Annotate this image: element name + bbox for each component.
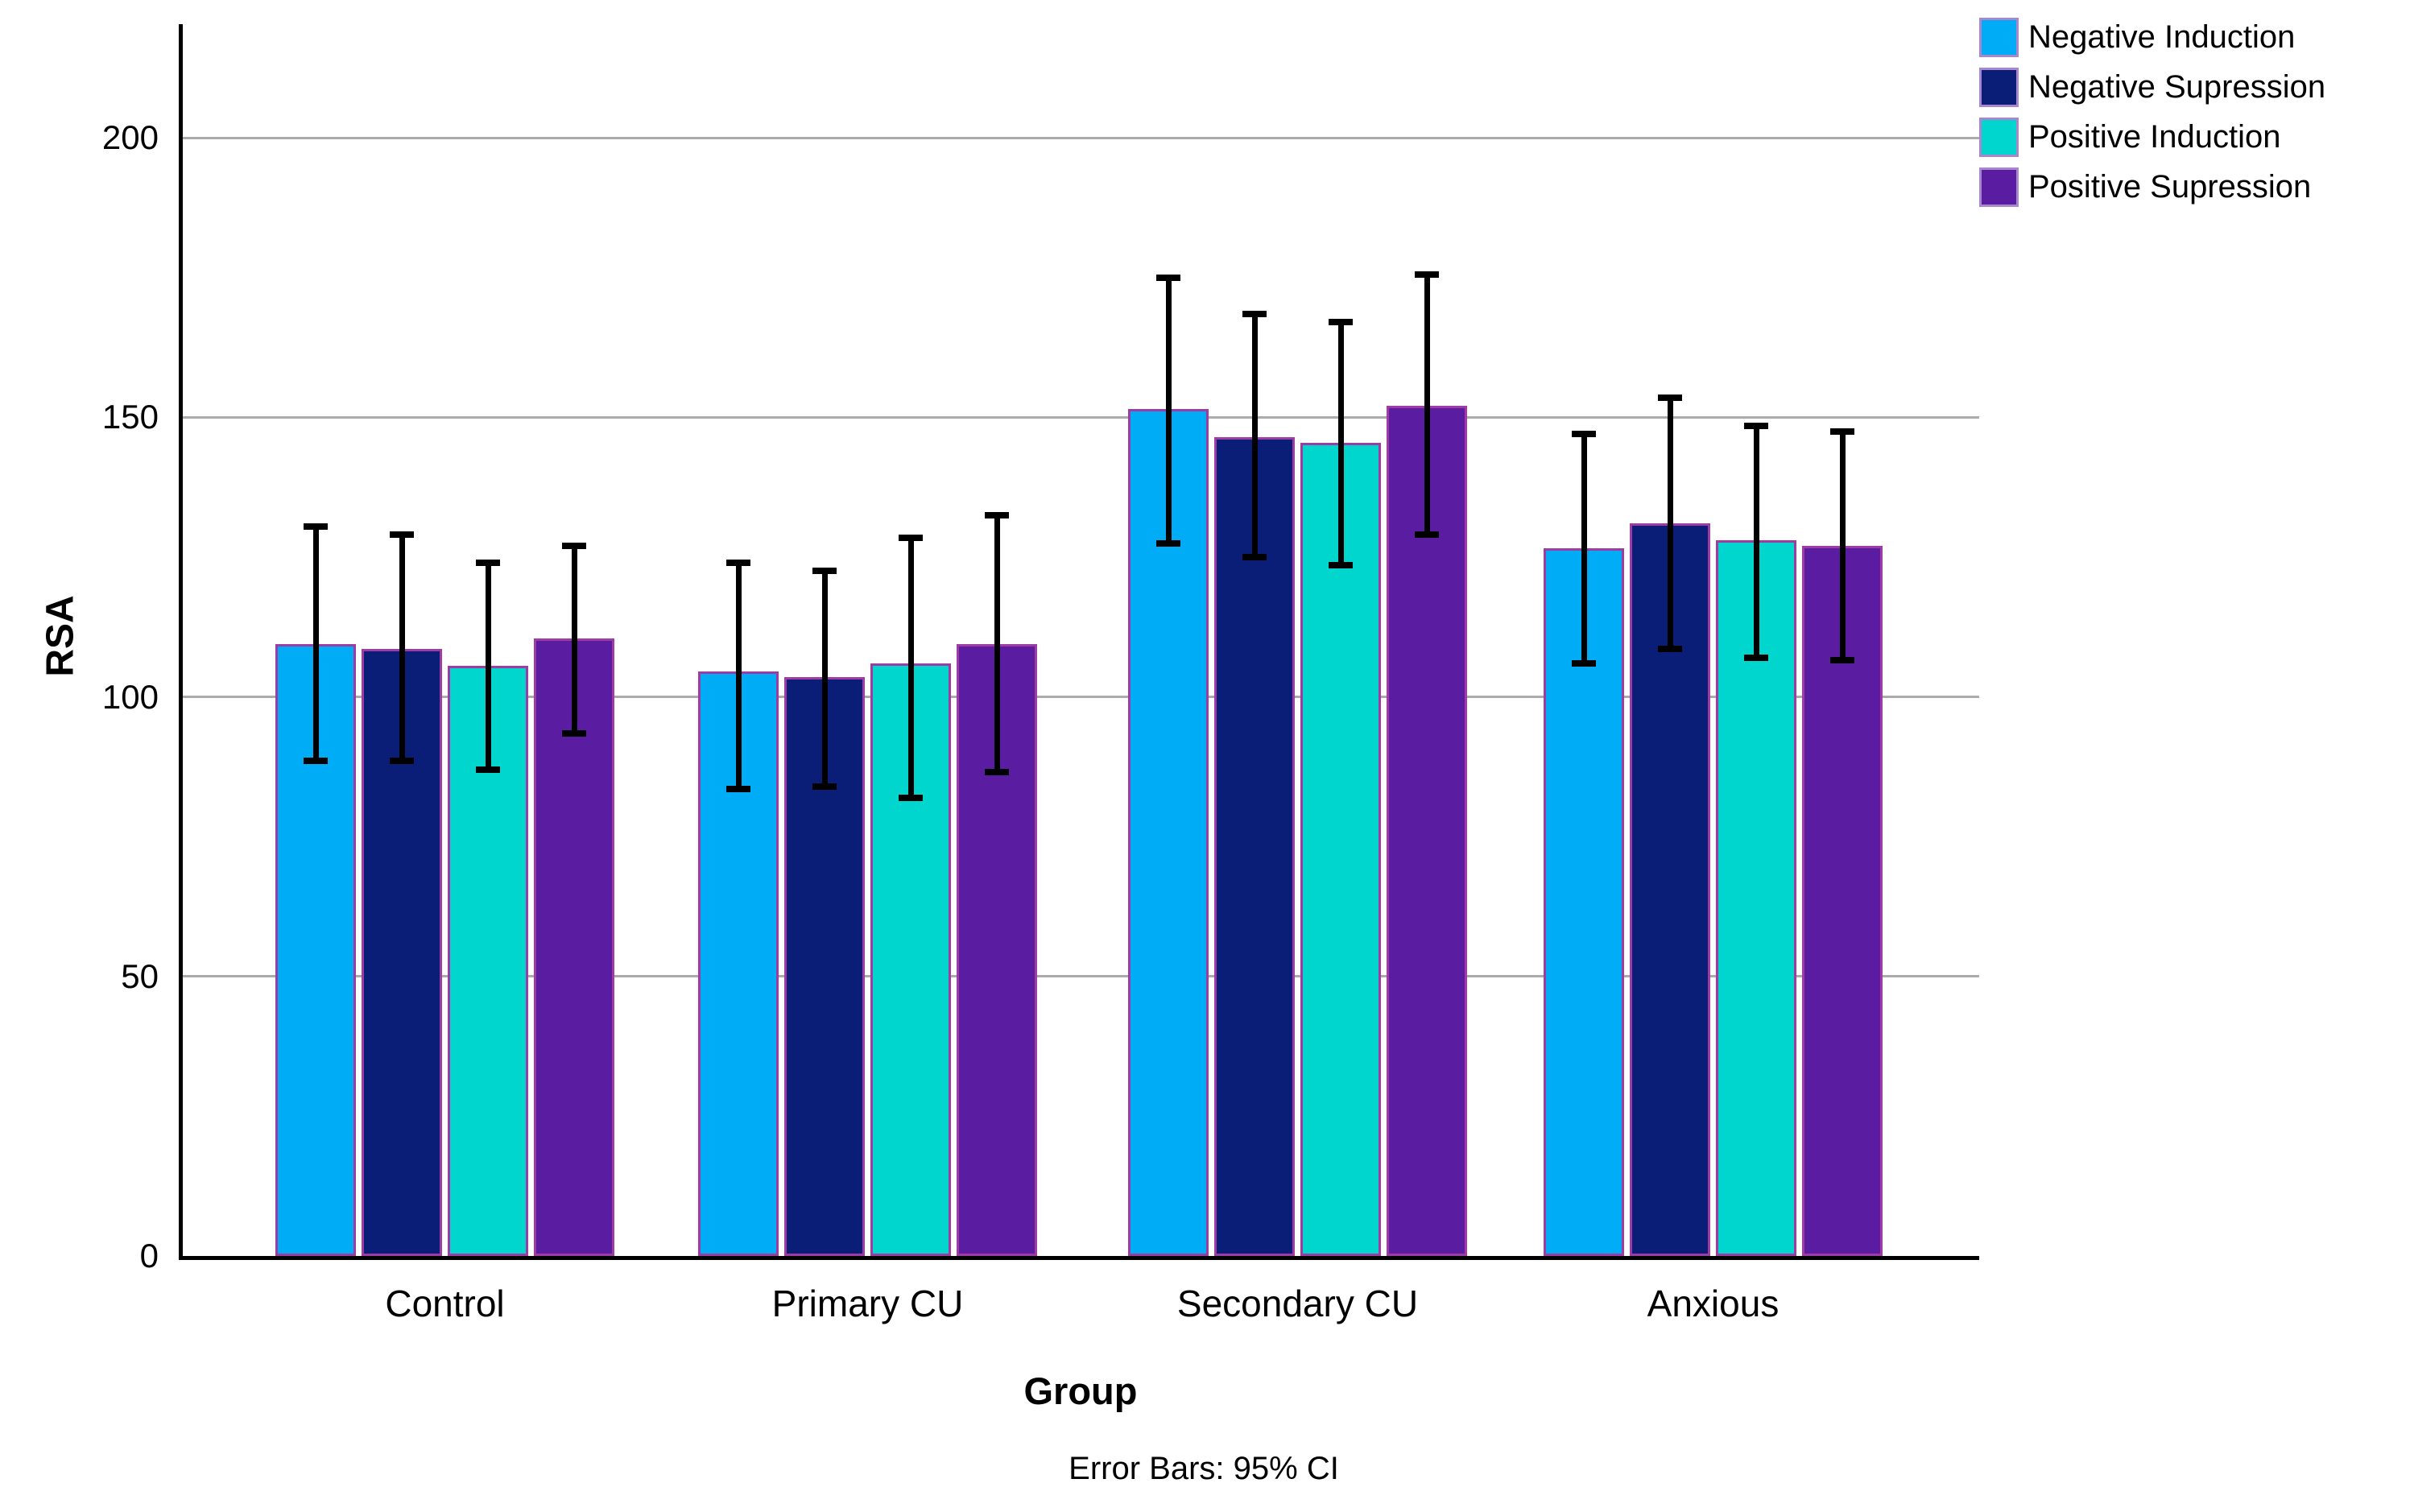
error-bar-cap-top [1242, 310, 1267, 317]
error-bar-cap-bottom [985, 769, 1009, 776]
error-bar-cap-top [899, 534, 923, 541]
legend-label: Negative Induction [2028, 19, 2296, 55]
legend-swatch [1979, 167, 2019, 207]
error-bar-line [312, 526, 319, 762]
error-bar-cap-top [1415, 271, 1439, 279]
legend-label: Positive Supression [2028, 169, 2312, 204]
error-bar-cap-top [985, 511, 1009, 518]
error-bar-cap-bottom [1830, 657, 1854, 664]
legend-label: Positive Induction [2028, 119, 2281, 155]
x-axis-title: Group [1023, 1369, 1138, 1412]
error-bar-cap-bottom [726, 786, 750, 793]
legend-item: Negative Induction [1979, 18, 2325, 57]
error-bar-cap-bottom [812, 783, 837, 790]
error-bar-line [1165, 277, 1172, 543]
error-bar-cap-bottom [476, 766, 500, 773]
legend-item: Positive Supression [1979, 167, 2325, 207]
legend-swatch [1979, 68, 2019, 107]
x-category-label: Anxious [1647, 1283, 1779, 1324]
bar [362, 649, 442, 1256]
y-tick-label: 50 [121, 956, 159, 995]
error-bar-line [399, 535, 405, 762]
bar [534, 638, 614, 1256]
y-tick-label: 200 [101, 118, 159, 156]
error-bars-note: Error Bars: 95% CI [1069, 1451, 1339, 1486]
error-bar-cap-top [390, 531, 414, 539]
error-bar-line [1581, 434, 1587, 663]
error-bar-line [994, 514, 1000, 773]
legend-item: Positive Induction [1979, 118, 2325, 157]
x-category-label: Primary CU [771, 1283, 964, 1324]
bar [1544, 548, 1624, 1256]
error-bar-line [1667, 397, 1673, 650]
x-category-label: Secondary CU [1176, 1283, 1419, 1324]
bar [1802, 545, 1883, 1256]
error-bar-line [735, 562, 742, 790]
error-bar-line [907, 537, 914, 798]
y-tick-label: 0 [139, 1237, 159, 1274]
error-bar-cap-bottom [304, 758, 328, 765]
error-bar-cap-bottom [899, 794, 923, 801]
error-bar-cap-bottom [1744, 654, 1768, 661]
error-bar-cap-top [1830, 428, 1854, 435]
error-bar-cap-bottom [1415, 531, 1439, 539]
gridline [183, 136, 1979, 139]
y-tick-label: 150 [101, 398, 159, 436]
bar [1387, 406, 1467, 1256]
bar [1214, 436, 1295, 1256]
legend-item: Negative Supression [1979, 68, 2325, 107]
error-bar-line [1839, 431, 1846, 661]
legend: Negative Induction Negative Supression Pos… [1979, 18, 2325, 207]
error-bar-cap-top [1156, 274, 1180, 281]
gridline [183, 975, 1979, 978]
error-bar-cap-bottom [1242, 553, 1267, 560]
error-bar-cap-top [304, 523, 328, 530]
y-axis-line [179, 24, 183, 1260]
error-bar-cap-bottom [1156, 539, 1180, 547]
error-bar-line [1337, 322, 1344, 566]
error-bar-line [1753, 425, 1759, 658]
error-bar-cap-top [1572, 431, 1596, 438]
error-bar-cap-top [1658, 394, 1682, 401]
error-bar-line [1424, 275, 1430, 535]
x-axis-line [179, 1256, 1979, 1260]
error-bar-cap-top [812, 568, 837, 575]
error-bar-cap-bottom [1658, 646, 1682, 653]
error-bar-line [485, 562, 491, 770]
legend-swatch [1979, 18, 2019, 57]
legend-swatch [1979, 118, 2019, 157]
error-bar-cap-top [1744, 422, 1768, 429]
error-bar-cap-top [1329, 319, 1353, 326]
error-bar-cap-bottom [1329, 562, 1353, 569]
y-tick-label: 100 [101, 677, 159, 716]
x-category-label: Control [385, 1283, 505, 1324]
error-bar-line [1251, 313, 1258, 557]
error-bar-cap-bottom [1572, 659, 1596, 667]
error-bar-cap-top [726, 559, 750, 566]
error-bar-cap-top [476, 559, 500, 566]
error-bar-line [571, 545, 577, 733]
legend-label: Negative Supression [2028, 69, 2326, 105]
error-bar-cap-top [562, 542, 586, 549]
gridline [183, 415, 1979, 419]
error-bar-line [821, 571, 828, 787]
error-bar-cap-bottom [390, 758, 414, 765]
gridline [183, 696, 1979, 698]
error-bar-cap-bottom [562, 729, 586, 737]
bar [1300, 442, 1381, 1256]
